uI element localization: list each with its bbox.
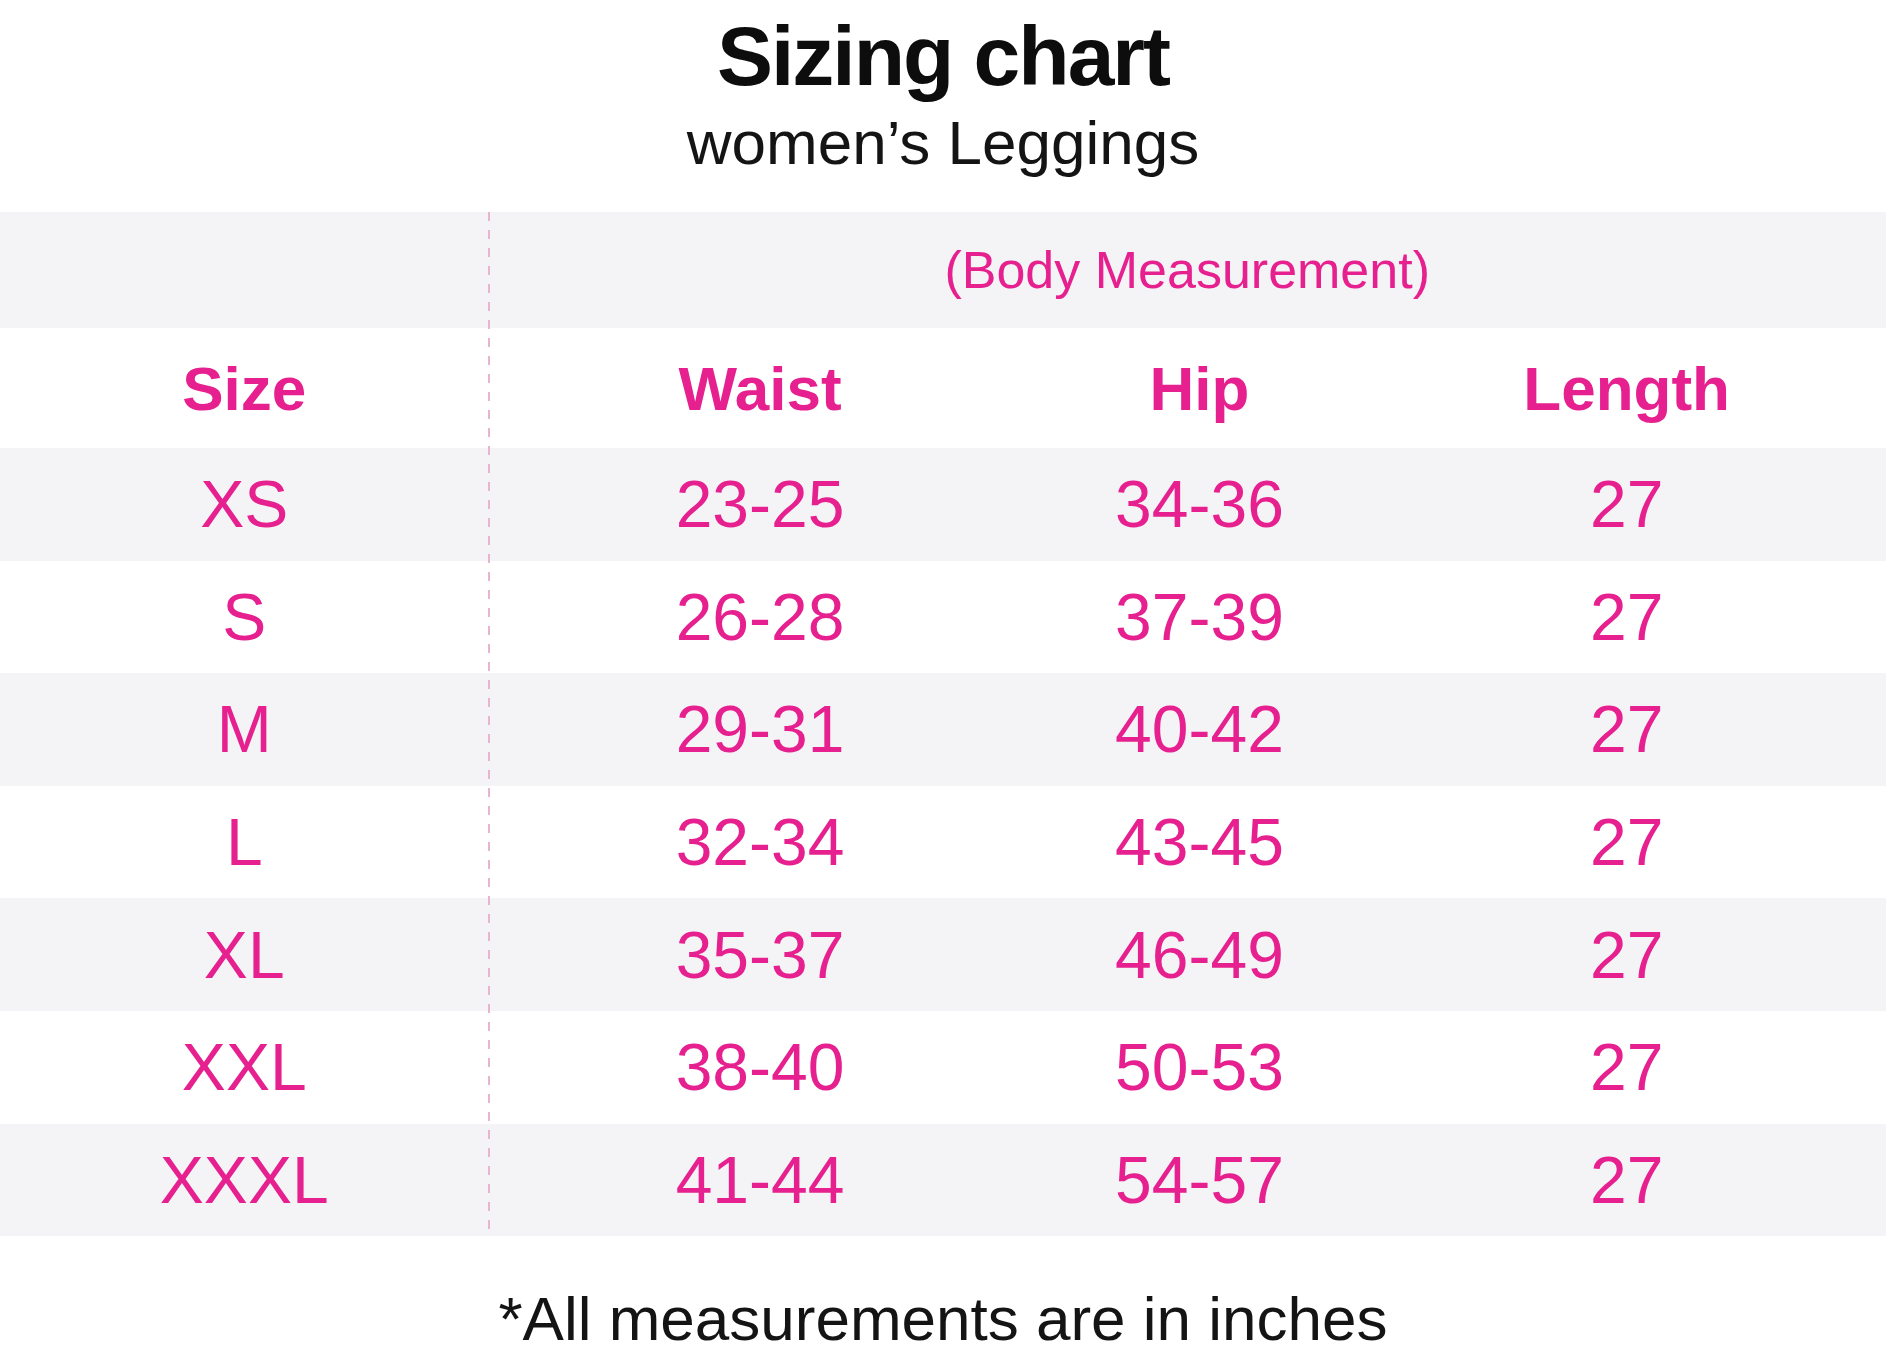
waist-cell: 23-25	[488, 448, 1031, 561]
size-cell: XXXL	[0, 1124, 488, 1237]
hip-value: 46-49	[1115, 917, 1284, 993]
column-header-size: Size	[0, 328, 488, 448]
column-header-hip: Hip	[1032, 328, 1368, 448]
size-value: S	[222, 579, 266, 655]
hip-cell: 54-57	[1032, 1124, 1368, 1237]
hip-cell: 43-45	[1032, 786, 1368, 899]
hip-value: 34-36	[1115, 466, 1284, 542]
band-spacer	[0, 212, 488, 328]
waist-value: 32-34	[676, 804, 845, 880]
hip-value: 40-42	[1115, 691, 1284, 767]
page-subtitle: women’s Leggings	[0, 112, 1886, 174]
length-header-label: Length	[1523, 353, 1730, 424]
length-value: 27	[1590, 1029, 1663, 1105]
table-row-xs: XS 23-25 34-36 27	[0, 448, 1886, 561]
hip-cell: 37-39	[1032, 561, 1368, 674]
length-value: 27	[1590, 466, 1663, 542]
size-header-label: Size	[182, 353, 306, 424]
waist-value: 35-37	[676, 917, 845, 993]
length-cell: 27	[1367, 561, 1886, 674]
sizing-chart-page: Sizing chart women’s Leggings (Body Meas…	[0, 14, 1886, 1364]
size-cell: XS	[0, 448, 488, 561]
waist-value: 26-28	[676, 579, 845, 655]
waist-cell: 35-37	[488, 898, 1031, 1011]
waist-value: 38-40	[676, 1029, 845, 1105]
length-value: 27	[1590, 691, 1663, 767]
waist-header-label: Waist	[679, 353, 842, 424]
column-header-waist: Waist	[488, 328, 1031, 448]
table-row-xxl: XXL 38-40 50-53 27	[0, 1011, 1886, 1124]
length-value: 27	[1590, 1142, 1663, 1218]
page-title: Sizing chart	[0, 14, 1886, 98]
waist-cell: 41-44	[488, 1124, 1031, 1237]
length-cell: 27	[1367, 898, 1886, 1011]
size-value: XXL	[182, 1029, 307, 1105]
sizing-table: (Body Measurement) Size Waist Hip Length…	[0, 212, 1886, 1236]
length-cell: 27	[1367, 1011, 1886, 1124]
waist-value: 23-25	[676, 466, 845, 542]
body-measurement-label: (Body Measurement)	[944, 240, 1430, 300]
hip-cell: 46-49	[1032, 898, 1368, 1011]
size-cell: L	[0, 786, 488, 899]
length-cell: 27	[1367, 448, 1886, 561]
size-value: L	[226, 804, 263, 880]
length-value: 27	[1590, 917, 1663, 993]
body-measurement-band: (Body Measurement)	[0, 212, 1886, 328]
table-row-m: M 29-31 40-42 27	[0, 673, 1886, 786]
hip-header-label: Hip	[1150, 353, 1250, 424]
size-value: M	[217, 691, 272, 767]
hip-value: 43-45	[1115, 804, 1284, 880]
table-header-row: Size Waist Hip Length	[0, 328, 1886, 448]
column-header-length: Length	[1367, 328, 1886, 448]
hip-value: 37-39	[1115, 579, 1284, 655]
size-value: XL	[204, 917, 285, 993]
hip-cell: 40-42	[1032, 673, 1368, 786]
hip-value: 54-57	[1115, 1142, 1284, 1218]
waist-cell: 38-40	[488, 1011, 1031, 1124]
waist-cell: 29-31	[488, 673, 1031, 786]
waist-cell: 26-28	[488, 561, 1031, 674]
size-value: XS	[200, 466, 288, 542]
table-row-l: L 32-34 43-45 27	[0, 786, 1886, 899]
size-cell: S	[0, 561, 488, 674]
size-value: XXXL	[160, 1142, 329, 1218]
table-row-xl: XL 35-37 46-49 27	[0, 898, 1886, 1011]
measurements-note: *All measurements are in inches	[0, 1288, 1886, 1350]
length-cell: 27	[1367, 786, 1886, 899]
size-cell: XL	[0, 898, 488, 1011]
length-cell: 27	[1367, 1124, 1886, 1237]
table-row-s: S 26-28 37-39 27	[0, 561, 1886, 674]
length-value: 27	[1590, 579, 1663, 655]
length-value: 27	[1590, 804, 1663, 880]
hip-cell: 34-36	[1032, 448, 1368, 561]
size-cell: XXL	[0, 1011, 488, 1124]
waist-value: 29-31	[676, 691, 845, 767]
size-cell: M	[0, 673, 488, 786]
table-row-xxxl: XXXL 41-44 54-57 27	[0, 1124, 1886, 1237]
waist-value: 41-44	[676, 1142, 845, 1218]
length-cell: 27	[1367, 673, 1886, 786]
hip-value: 50-53	[1115, 1029, 1284, 1105]
band-span-cell: (Body Measurement)	[488, 212, 1886, 328]
waist-cell: 32-34	[488, 786, 1031, 899]
hip-cell: 50-53	[1032, 1011, 1368, 1124]
